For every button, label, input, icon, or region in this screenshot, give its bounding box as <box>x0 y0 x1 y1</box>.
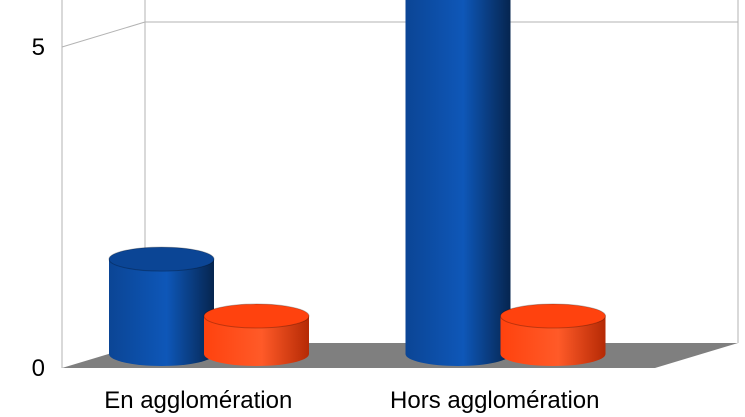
bar-body <box>109 259 214 366</box>
bar-body <box>500 316 606 366</box>
x-category-label: En agglomération <box>104 387 292 414</box>
gridline-side <box>61 21 146 48</box>
y-tick-label: 0 <box>32 355 45 382</box>
bar-top <box>108 246 215 272</box>
bar-body <box>405 0 511 366</box>
bar-body <box>204 316 309 366</box>
y-tick-label: 5 <box>32 34 45 61</box>
x-axis: En agglomération Hors agglomération <box>104 387 599 414</box>
bar-top <box>500 303 606 329</box>
y-axis: 0510152025 <box>32 34 45 382</box>
x-category-label: Hors agglomération <box>390 387 599 414</box>
bar-top <box>203 303 310 329</box>
plot-area <box>108 0 606 366</box>
